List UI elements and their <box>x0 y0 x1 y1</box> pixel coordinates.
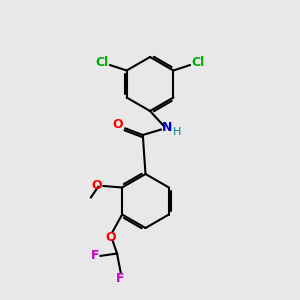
Text: F: F <box>116 272 125 285</box>
Text: O: O <box>106 231 116 244</box>
Text: N: N <box>162 121 172 134</box>
Text: Cl: Cl <box>192 56 205 69</box>
Text: F: F <box>91 249 99 262</box>
Text: Cl: Cl <box>95 56 108 69</box>
Text: O: O <box>112 118 123 131</box>
Text: H: H <box>173 127 181 137</box>
Text: O: O <box>92 179 102 192</box>
